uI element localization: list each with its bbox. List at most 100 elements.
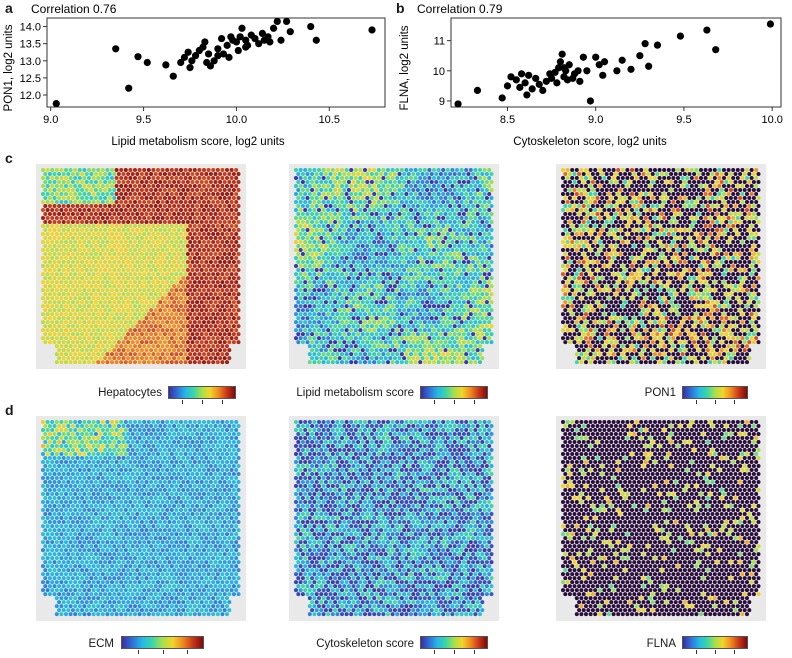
x-tick-label: 9.5 [136, 114, 151, 126]
colorbar-tick [221, 400, 223, 404]
colorbar-tick [202, 400, 203, 404]
data-point [556, 58, 565, 66]
data-point [523, 91, 531, 99]
colorbar-tick [454, 650, 455, 654]
data-point [134, 53, 142, 61]
data-point [277, 36, 285, 44]
colorbar-tick [734, 400, 736, 404]
data-point [641, 40, 649, 48]
colorbar-label-hepatocytes: Hepatocytes [98, 387, 162, 399]
colorbar-lipid-metabolism-score [420, 386, 488, 404]
colorbar-tick [695, 400, 697, 404]
data-point [143, 58, 151, 67]
data-point [592, 53, 600, 61]
colorbar-pon1 [682, 386, 748, 404]
scatter-title: Correlation 0.79 [417, 2, 503, 16]
data-point [266, 38, 274, 46]
data-point [555, 64, 563, 72]
data-point [52, 99, 60, 108]
data-point [234, 46, 242, 55]
y-tick-label: 12.0 [20, 90, 41, 102]
data-point [188, 57, 196, 65]
spot-grid [41, 168, 241, 365]
spatial-map-pon1 [556, 164, 766, 369]
data-point [547, 74, 556, 82]
data-point [565, 61, 573, 69]
spatial-map-flna [556, 416, 766, 621]
y-tick-label: 14.0 [20, 22, 41, 34]
data-point [454, 100, 462, 108]
data-point [242, 43, 250, 51]
data-point [236, 33, 244, 41]
data-point [204, 50, 213, 58]
colorbar-tick [454, 400, 455, 404]
colorbar-tick [434, 400, 436, 404]
data-point [507, 73, 515, 81]
colorbar-flna [682, 636, 748, 654]
spot-grid [294, 420, 494, 617]
data-point [532, 74, 540, 82]
data-point [579, 53, 587, 61]
scatter-plot-flna: Correlation 0.79 8.5 9.0 9.5 10.0 9 10 11 Cyto… [399, 2, 783, 148]
colorbar-tick [434, 650, 436, 654]
data-point [203, 58, 211, 67]
data-point [560, 64, 568, 72]
data-point [503, 82, 512, 90]
data-point [214, 52, 222, 60]
data-point [186, 64, 194, 72]
colorbar-cytoskeleton-score [420, 636, 488, 654]
x-tick-label: 9.0 [43, 114, 58, 126]
data-point [517, 70, 526, 78]
data-point [653, 41, 662, 49]
spatial-map-ecm [36, 416, 246, 621]
panel-letter-b: b [396, 0, 405, 16]
colorbar-ecm [121, 636, 204, 654]
data-point [636, 52, 644, 60]
data-point [312, 36, 320, 44]
colorbar-tick [473, 400, 475, 404]
colorbar-tick [715, 400, 716, 404]
plot-frame [46, 17, 386, 108]
y-axis-label: FLNA, log2 units [399, 25, 411, 110]
x-tick-label: 10.5 [319, 114, 340, 126]
spot-grid [294, 168, 494, 365]
data-point [703, 26, 711, 34]
data-point [238, 24, 246, 32]
y-tick-label: 10 [433, 66, 445, 78]
data-point [184, 48, 192, 56]
data-point [273, 17, 281, 26]
data-point [574, 67, 582, 75]
data-point [539, 86, 547, 95]
data-point [583, 67, 591, 75]
data-point [627, 65, 635, 73]
data-point [286, 28, 294, 36]
data-point [177, 58, 185, 67]
data-point [600, 58, 609, 66]
data-point [521, 79, 529, 87]
data-point [251, 34, 259, 43]
colorbar-label-lipid-metabolism-score: Lipid metabolism score [296, 387, 414, 399]
data-point [645, 62, 653, 70]
colorbar-tick [473, 650, 475, 654]
colorbar-label-pon1: PON1 [644, 387, 676, 399]
x-axis-label: Lipid metabolism score, log2 units [111, 136, 284, 148]
x-axis-label: Cytoskeleton score, log2 units [513, 136, 667, 148]
data-point [282, 17, 291, 26]
panel-letter-d: d [5, 402, 14, 418]
data-point [558, 50, 566, 58]
colorbar-tick [715, 650, 716, 654]
data-point [169, 72, 177, 80]
colorbar-tick [186, 650, 188, 654]
colorbar-tick [182, 400, 184, 404]
data-point [535, 80, 543, 88]
colorbar-tick [695, 650, 697, 654]
spatial-map-cytoskeleton-score [289, 416, 499, 621]
spot-grid [41, 420, 241, 617]
x-tick-label: 9.5 [676, 114, 691, 126]
data-point [258, 29, 267, 38]
panel-letter-c: c [5, 150, 13, 166]
x-tick-label: 8.5 [500, 114, 515, 126]
data-point [223, 41, 231, 49]
data-point [576, 77, 584, 85]
y-tick-label: 12.5 [20, 73, 41, 85]
